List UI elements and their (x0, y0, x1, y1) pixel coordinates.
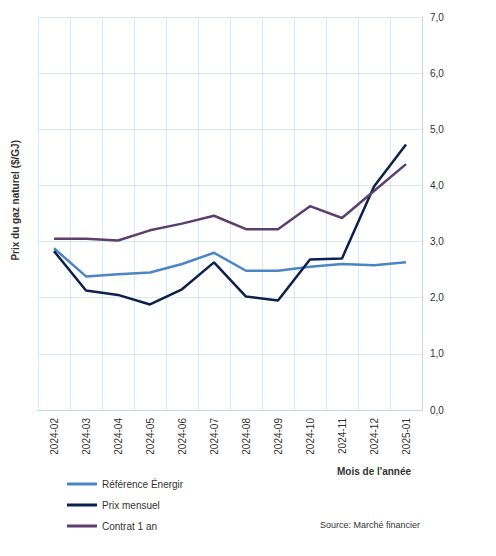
svg-text:2024-09: 2024-09 (273, 418, 284, 455)
svg-text:Source: Marché financier: Source: Marché financier (320, 520, 420, 530)
svg-text:2024-12: 2024-12 (369, 418, 380, 455)
svg-text:2024-02: 2024-02 (49, 418, 60, 455)
svg-text:0,0: 0,0 (430, 405, 444, 416)
svg-text:2024-04: 2024-04 (113, 418, 124, 455)
svg-text:5,0: 5,0 (430, 124, 444, 135)
svg-text:2024-05: 2024-05 (145, 418, 156, 455)
svg-text:2024-06: 2024-06 (177, 418, 188, 455)
svg-text:2024-11: 2024-11 (337, 418, 348, 454)
svg-text:2024-03: 2024-03 (81, 418, 92, 455)
svg-text:Contrat 1 an: Contrat 1 an (102, 521, 157, 532)
svg-text:Référence Énergir: Référence Énergir (102, 478, 184, 490)
svg-text:2024-07: 2024-07 (209, 418, 220, 455)
svg-text:6,0: 6,0 (430, 68, 444, 79)
svg-text:2,0: 2,0 (430, 292, 444, 303)
svg-text:4,0: 4,0 (430, 180, 444, 191)
svg-text:2024-10: 2024-10 (305, 418, 316, 455)
svg-text:2025-01: 2025-01 (401, 418, 412, 455)
svg-text:Prix du gaz naturel ($/GJ): Prix du gaz naturel ($/GJ) (10, 140, 21, 261)
svg-text:Prix mensuel: Prix mensuel (102, 500, 160, 511)
svg-text:2024-08: 2024-08 (241, 418, 252, 455)
svg-text:7,0: 7,0 (430, 12, 444, 23)
svg-text:Mois de l'année: Mois de l'année (337, 466, 412, 477)
svg-text:3,0: 3,0 (430, 236, 444, 247)
svg-text:1,0: 1,0 (430, 348, 444, 359)
